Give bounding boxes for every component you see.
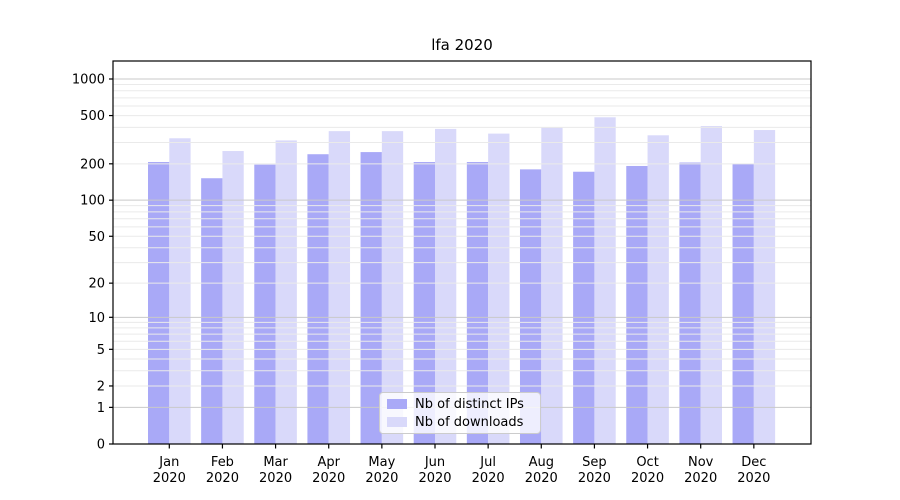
- legend-swatch-downloads: [387, 417, 407, 427]
- y-tick-label-200: 200: [80, 157, 105, 172]
- bar-downloads-feb: [222, 151, 244, 445]
- bar-downloads-mar: [275, 140, 297, 444]
- legend-swatch-distinct-ips: [387, 399, 407, 409]
- bar-downloads-dec: [753, 130, 776, 445]
- bar-downloads-nov: [700, 126, 722, 444]
- bar-downloads-sep: [594, 117, 616, 445]
- y-tick-label-1000: 1000: [72, 72, 105, 87]
- legend: Nb of distinct IPs Nb of downloads: [379, 392, 541, 434]
- x-tick-label-month-jul: Jul: [479, 455, 496, 470]
- x-tick-label-month-apr: Apr: [317, 455, 340, 470]
- x-tick-label-month-may: May: [368, 455, 395, 470]
- x-tick-label-year-feb: 2020: [206, 471, 239, 486]
- y-tick-label-2: 2: [97, 379, 105, 394]
- x-tick-label-month-sep: Sep: [582, 455, 607, 470]
- y-tick-label-100: 100: [80, 194, 105, 209]
- bar-distinct-ips-jun: [413, 162, 435, 444]
- y-tick-label-50: 50: [88, 230, 105, 245]
- x-tick-label-year-mar: 2020: [259, 471, 292, 486]
- bar-downloads-jun: [435, 128, 457, 445]
- x-tick-label-year-sep: 2020: [578, 471, 611, 486]
- bar-downloads-apr: [328, 131, 351, 445]
- x-tick-label-month-aug: Aug: [529, 455, 554, 470]
- x-tick-label-year-apr: 2020: [312, 471, 345, 486]
- x-tick-label-month-nov: Nov: [688, 455, 714, 470]
- y-tick-label-20: 20: [88, 277, 105, 292]
- legend-item-distinct-ips: Nb of distinct IPs: [387, 397, 540, 412]
- x-tick-label-year-jan: 2020: [153, 471, 186, 486]
- legend-label-downloads: Nb of downloads: [415, 414, 524, 430]
- bar-distinct-ips-dec: [732, 163, 754, 444]
- x-tick-label-month-mar: Mar: [263, 455, 288, 470]
- bar-distinct-ips-oct: [626, 165, 648, 444]
- x-tick-label-year-aug: 2020: [525, 471, 558, 486]
- bar-downloads-jan: [169, 138, 191, 444]
- x-tick-label-month-feb: Feb: [211, 455, 234, 470]
- x-tick-label-year-jun: 2020: [418, 471, 451, 486]
- y-tick-label-1: 1: [97, 401, 105, 416]
- chart-title: lfa 2020: [431, 36, 493, 54]
- bar-distinct-ips-jul: [466, 162, 489, 444]
- x-tick-label-year-oct: 2020: [631, 471, 664, 486]
- bar-downloads-oct: [647, 135, 669, 445]
- plot-border: [112, 60, 812, 445]
- bar-distinct-ips-aug: [519, 169, 542, 445]
- y-tick-label-5: 5: [97, 343, 105, 358]
- legend-item-downloads: Nb of downloads: [387, 415, 540, 430]
- bar-distinct-ips-feb: [201, 178, 223, 444]
- x-tick-label-year-may: 2020: [365, 471, 398, 486]
- x-tick-label-year-nov: 2020: [684, 471, 717, 486]
- x-tick-label-month-oct: Oct: [636, 455, 658, 470]
- y-tick-label-10: 10: [88, 311, 105, 326]
- bar-distinct-ips-sep: [573, 171, 595, 444]
- bar-downloads-may: [381, 131, 404, 445]
- x-tick-label-month-dec: Dec: [741, 455, 766, 470]
- bar-downloads-jul: [488, 133, 510, 445]
- bar-downloads-aug: [541, 127, 563, 444]
- y-tick-label-0: 0: [97, 438, 105, 453]
- y-tick-label-500: 500: [80, 109, 105, 124]
- bar-distinct-ips-apr: [307, 154, 329, 444]
- bar-distinct-ips-jan: [148, 162, 170, 444]
- bar-distinct-ips-nov: [679, 162, 701, 444]
- x-tick-label-month-jan: Jan: [158, 455, 179, 470]
- legend-label-distinct-ips: Nb of distinct IPs: [415, 396, 524, 412]
- x-tick-label-year-jul: 2020: [472, 471, 505, 486]
- x-tick-label-year-dec: 2020: [737, 471, 770, 486]
- x-tick-label-month-jun: Jun: [424, 455, 445, 470]
- bar-distinct-ips-mar: [254, 164, 276, 445]
